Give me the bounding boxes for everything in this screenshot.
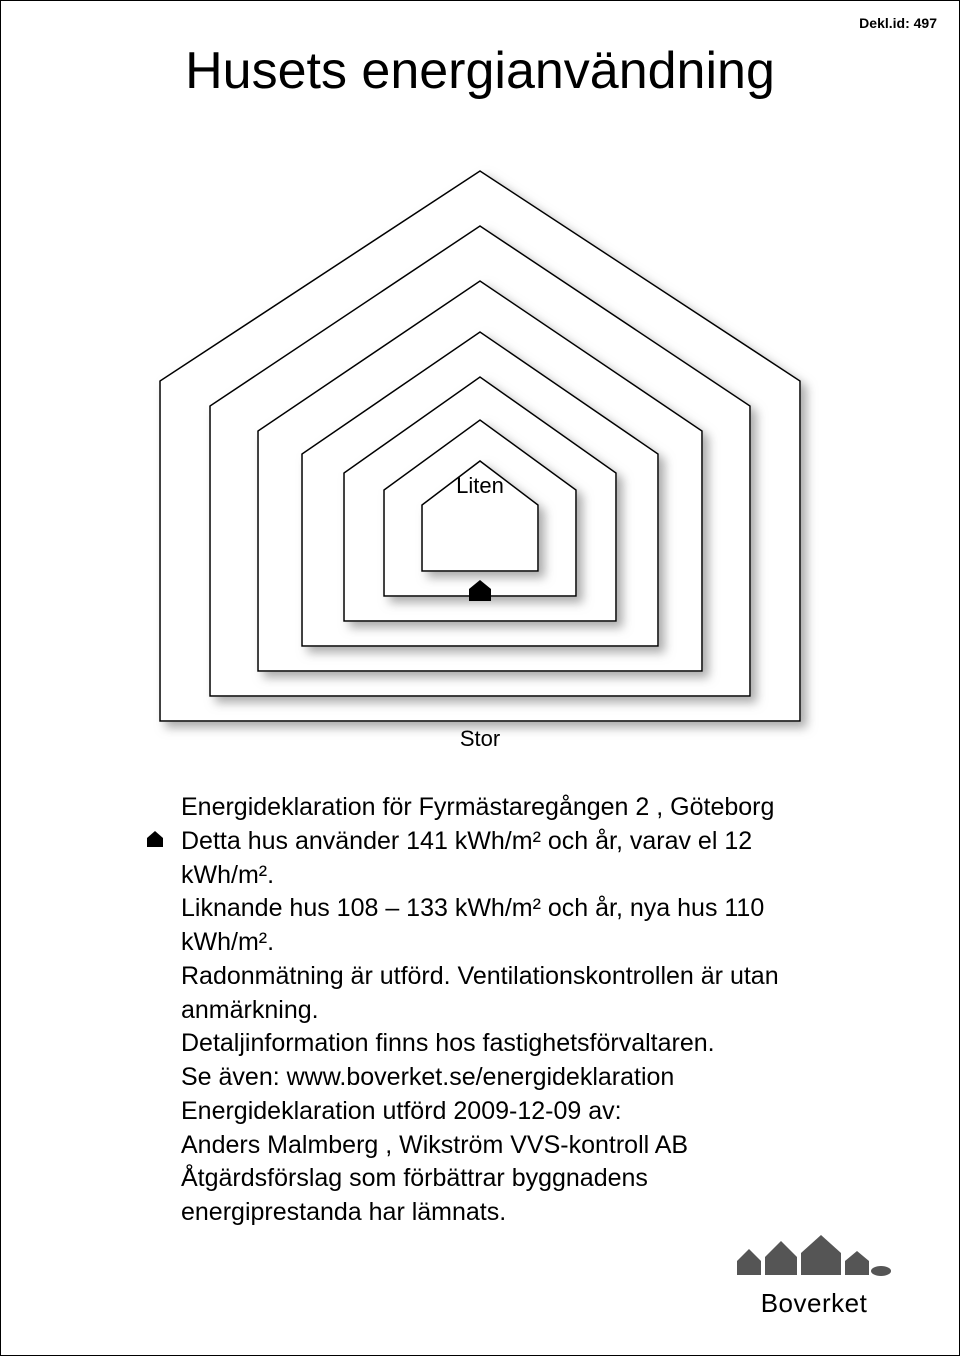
house-bullet-icon — [145, 829, 165, 849]
page-title: Husets energianvändning — [61, 41, 899, 101]
body-line-2: Detta hus använder 141 kWh/m² och år, va… — [181, 827, 752, 889]
body-line-9: Åtgärdsförslag som förbättrar byggnadens — [181, 1164, 648, 1192]
energy-house-diagram: Liten Stor — [140, 131, 820, 751]
body-text-block: Energideklaration för Fyrmästaregången 2… — [181, 791, 839, 1230]
label-liten: Liten — [456, 473, 504, 498]
body-line-8: Anders Malmberg , Wikström VVS-kontroll … — [181, 1131, 688, 1159]
body-line-10: energiprestanda har lämnats. — [181, 1198, 506, 1226]
first-line-wrap: Energideklaration för Fyrmästaregången 2… — [181, 791, 839, 1230]
label-stor: Stor — [460, 726, 500, 751]
body-line-4: Radonmätning är utförd. Ventilationskont… — [181, 962, 779, 1024]
body-line-5: Detaljinformation finns hos fastighetsfö… — [181, 1029, 715, 1057]
boverket-logo-text: Boverket — [729, 1288, 899, 1319]
page-frame: Dekl.id: 497 Husets energianvändning Lit… — [0, 0, 960, 1356]
boverket-logo: Boverket — [729, 1235, 899, 1315]
boverket-logo-icon — [729, 1235, 899, 1279]
body-line-1: Energideklaration för Fyrmästaregången 2… — [181, 793, 774, 821]
diagram-container: Liten Stor — [61, 131, 899, 751]
body-line-7: Energideklaration utförd 2009-12-09 av: — [181, 1097, 622, 1125]
declaration-id: Dekl.id: 497 — [859, 15, 937, 31]
body-line-3: Liknande hus 108 – 133 kWh/m² och år, ny… — [181, 894, 764, 956]
body-line-6: Se även: www.boverket.se/energideklarati… — [181, 1063, 674, 1091]
